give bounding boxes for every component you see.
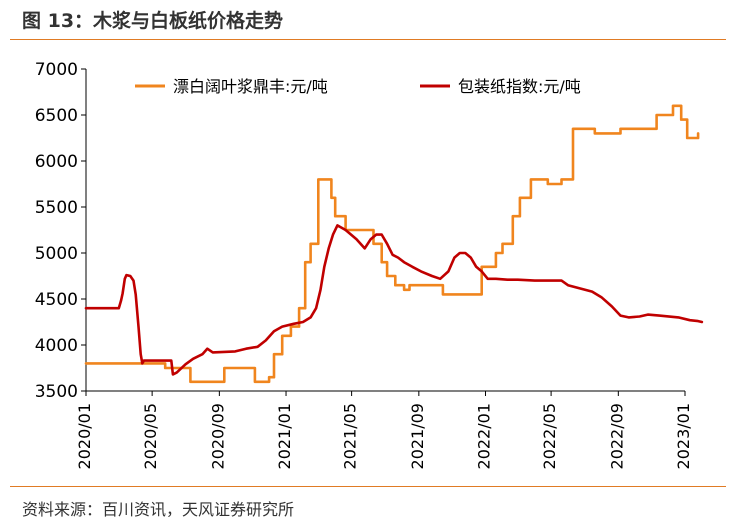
y-tick-label: 6000 [35,152,78,172]
legend: 漂白阔叶浆鼎丰:元/吨 包装纸指数:元/吨 [135,77,581,96]
y-axis: 3500 4000 4500 5000 5500 6000 6500 7000 [35,60,87,402]
x-tick-label: 2021/09 [408,403,427,469]
x-tick-label: 2023/01 [674,403,693,469]
series-line-0 [84,104,700,384]
x-tick-label: 2021/05 [341,403,360,469]
title-divider [10,39,726,40]
x-tick-label: 2020/09 [208,403,227,469]
y-tick-label: 6500 [35,106,78,126]
x-tick-label: 2022/05 [540,403,559,469]
line-chart: 3500 4000 4500 5000 5500 6000 6500 7000 2020/01… [35,60,704,469]
series-layer [84,104,704,384]
x-tick-label: 2022/01 [475,403,494,469]
x-tick-label: 2020/05 [141,403,160,469]
source-note: 资料来源：百川资讯，天风证券研究所 [22,500,295,519]
x-tick-label: 2022/09 [607,403,626,469]
series-line-1 [84,224,704,376]
y-tick-label: 7000 [35,60,78,80]
legend-label-0: 漂白阔叶浆鼎丰:元/吨 [173,77,328,96]
y-tick-label: 4000 [35,336,78,356]
legend-label-1: 包装纸指数:元/吨 [458,77,581,96]
y-tick-label: 5000 [35,244,78,264]
y-tick-label: 3500 [35,382,78,402]
figure-title: 图 13：木浆与白板纸价格走势 [22,10,284,32]
x-axis: 2020/01 2020/05 2020/09 2021/01 2021/05 2021/… [75,390,693,469]
source-divider [10,486,726,487]
y-tick-label: 4500 [35,290,78,310]
x-tick-label: 2020/01 [75,403,94,469]
y-tick-label: 5500 [35,198,78,218]
x-tick-label: 2021/01 [275,403,294,469]
